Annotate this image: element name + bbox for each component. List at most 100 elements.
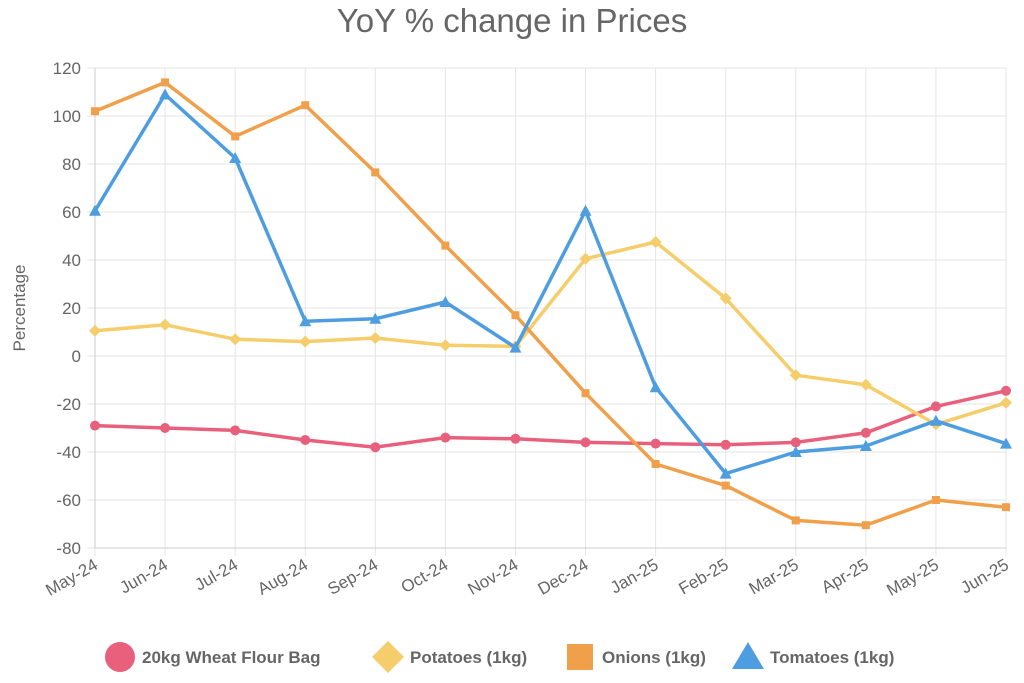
data-point[interactable] — [159, 318, 172, 331]
y-tick-label: 120 — [53, 59, 81, 78]
data-point[interactable] — [581, 389, 590, 398]
data-point[interactable] — [930, 401, 941, 412]
legend-label: Tomatoes (1kg) — [770, 648, 894, 667]
y-tick-label: 80 — [62, 155, 81, 174]
data-point[interactable] — [1002, 503, 1010, 512]
legend-item[interactable]: Potatoes (1kg) — [372, 641, 527, 673]
x-axis-ticks: May-24 Jun-24 Jul-24 Aug-24 Sep-24 Oct-24 Nov-… — [42, 555, 1012, 600]
grid — [87, 67, 1007, 556]
data-point[interactable] — [369, 312, 382, 324]
data-point[interactable] — [511, 311, 520, 320]
y-axis-label: Percentage — [10, 265, 29, 352]
data-point[interactable] — [90, 420, 100, 431]
data-point[interactable] — [509, 341, 522, 353]
data-point[interactable] — [161, 78, 170, 87]
series-20kg-wheat-flour-bag[interactable] — [90, 385, 1011, 453]
data-point[interactable] — [229, 333, 242, 346]
series-onions-1kg[interactable] — [91, 78, 1010, 530]
data-point[interactable] — [159, 88, 172, 100]
data-point[interactable] — [300, 435, 311, 445]
data-point[interactable] — [650, 438, 661, 449]
data-point[interactable] — [719, 292, 732, 305]
legend-item[interactable]: Tomatoes (1kg) — [732, 642, 894, 669]
legend-label: 20kg Wheat Flour Bag — [142, 648, 321, 667]
data-point[interactable] — [719, 467, 732, 479]
x-tick-label: Dec-24 — [535, 555, 592, 599]
legend-item[interactable]: 20kg Wheat Flour Bag — [105, 642, 321, 672]
legend-marker-icon — [105, 642, 135, 672]
data-point[interactable] — [231, 132, 240, 141]
x-tick-label: Mar-25 — [746, 555, 802, 598]
data-point[interactable] — [89, 204, 101, 216]
legend-marker-icon — [732, 642, 764, 669]
data-point[interactable] — [861, 521, 870, 530]
data-point[interactable] — [651, 460, 660, 468]
data-point[interactable] — [369, 332, 382, 344]
data-point[interactable] — [859, 378, 872, 391]
x-tick-label: Jan-25 — [607, 555, 662, 597]
data-point[interactable] — [89, 324, 101, 337]
data-point[interactable] — [580, 437, 591, 448]
data-point[interactable] — [579, 204, 592, 216]
data-point[interactable] — [1000, 396, 1012, 409]
legend-item[interactable]: Onions (1kg) — [567, 644, 706, 670]
x-tick-label: Nov-24 — [464, 555, 521, 599]
x-tick-label: Jun-25 — [957, 555, 1012, 597]
data-point[interactable] — [439, 296, 452, 307]
data-point[interactable] — [510, 433, 521, 444]
data-point[interactable] — [160, 423, 171, 433]
y-tick-label: -60 — [56, 491, 81, 510]
data-point[interactable] — [579, 252, 592, 265]
data-point[interactable] — [370, 442, 381, 453]
y-tick-label: 20 — [62, 299, 81, 318]
series-line[interactable] — [93, 389, 1008, 449]
data-point[interactable] — [720, 439, 731, 450]
series-tomatoes-1kg[interactable] — [89, 88, 1012, 479]
data-point[interactable] — [439, 339, 452, 352]
data-point[interactable] — [649, 381, 662, 393]
data-point[interactable] — [229, 152, 242, 163]
legend-marker-icon — [567, 644, 593, 670]
x-tick-label: May-24 — [42, 555, 101, 600]
data-point[interactable] — [441, 241, 450, 250]
data-point[interactable] — [859, 440, 872, 451]
x-tick-label: Aug-24 — [254, 555, 311, 599]
series-potatoes-1kg[interactable] — [89, 236, 1012, 431]
data-point[interactable] — [789, 369, 802, 382]
x-tick-label: Feb-25 — [676, 555, 732, 598]
data-point[interactable] — [1001, 385, 1011, 396]
data-point[interactable] — [1000, 437, 1012, 449]
y-tick-label: 60 — [62, 203, 81, 222]
series-line[interactable] — [93, 80, 1008, 527]
x-tick-label: May-25 — [883, 555, 942, 600]
data-point[interactable] — [789, 446, 802, 457]
data-point[interactable] — [230, 425, 241, 436]
data-point[interactable] — [790, 437, 801, 448]
data-point[interactable] — [440, 432, 451, 443]
data-point[interactable] — [649, 236, 662, 248]
legend-label: Onions (1kg) — [602, 648, 706, 667]
data-point[interactable] — [371, 168, 380, 177]
series-line[interactable] — [93, 240, 1008, 427]
data-point[interactable] — [91, 107, 99, 116]
x-tick-label: Sep-24 — [324, 555, 381, 599]
series-line[interactable] — [93, 92, 1008, 476]
data-point[interactable] — [301, 101, 310, 110]
data-point[interactable] — [721, 481, 730, 490]
y-tick-label: 0 — [72, 347, 81, 366]
data-point[interactable] — [299, 315, 312, 327]
legend[interactable]: 20kg Wheat Flour Bag Potatoes (1kg) Onions… — [105, 641, 894, 673]
y-tick-label: -80 — [56, 539, 81, 558]
legend-marker-icon — [372, 641, 404, 673]
data-point[interactable] — [791, 516, 800, 525]
data-point[interactable] — [299, 335, 312, 348]
chart-title: YoY % change in Prices — [337, 2, 687, 39]
data-point[interactable] — [860, 427, 871, 438]
y-tick-label: -20 — [56, 395, 81, 414]
data-point[interactable] — [929, 414, 942, 426]
x-tick-label: Apr-25 — [818, 555, 872, 597]
data-point[interactable] — [931, 496, 940, 504]
x-tick-label: Jun-24 — [117, 555, 172, 597]
